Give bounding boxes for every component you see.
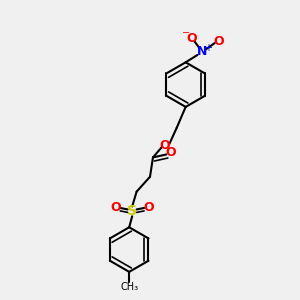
Text: O: O (166, 146, 176, 160)
Text: O: O (186, 32, 197, 45)
Text: O: O (160, 139, 170, 152)
Text: O: O (110, 202, 121, 214)
Text: S: S (127, 204, 137, 218)
Text: +: + (204, 44, 212, 53)
Text: CH₃: CH₃ (120, 282, 138, 292)
Text: N: N (197, 45, 207, 58)
Text: O: O (213, 35, 224, 48)
Text: O: O (143, 202, 154, 214)
Text: −: − (182, 28, 190, 38)
